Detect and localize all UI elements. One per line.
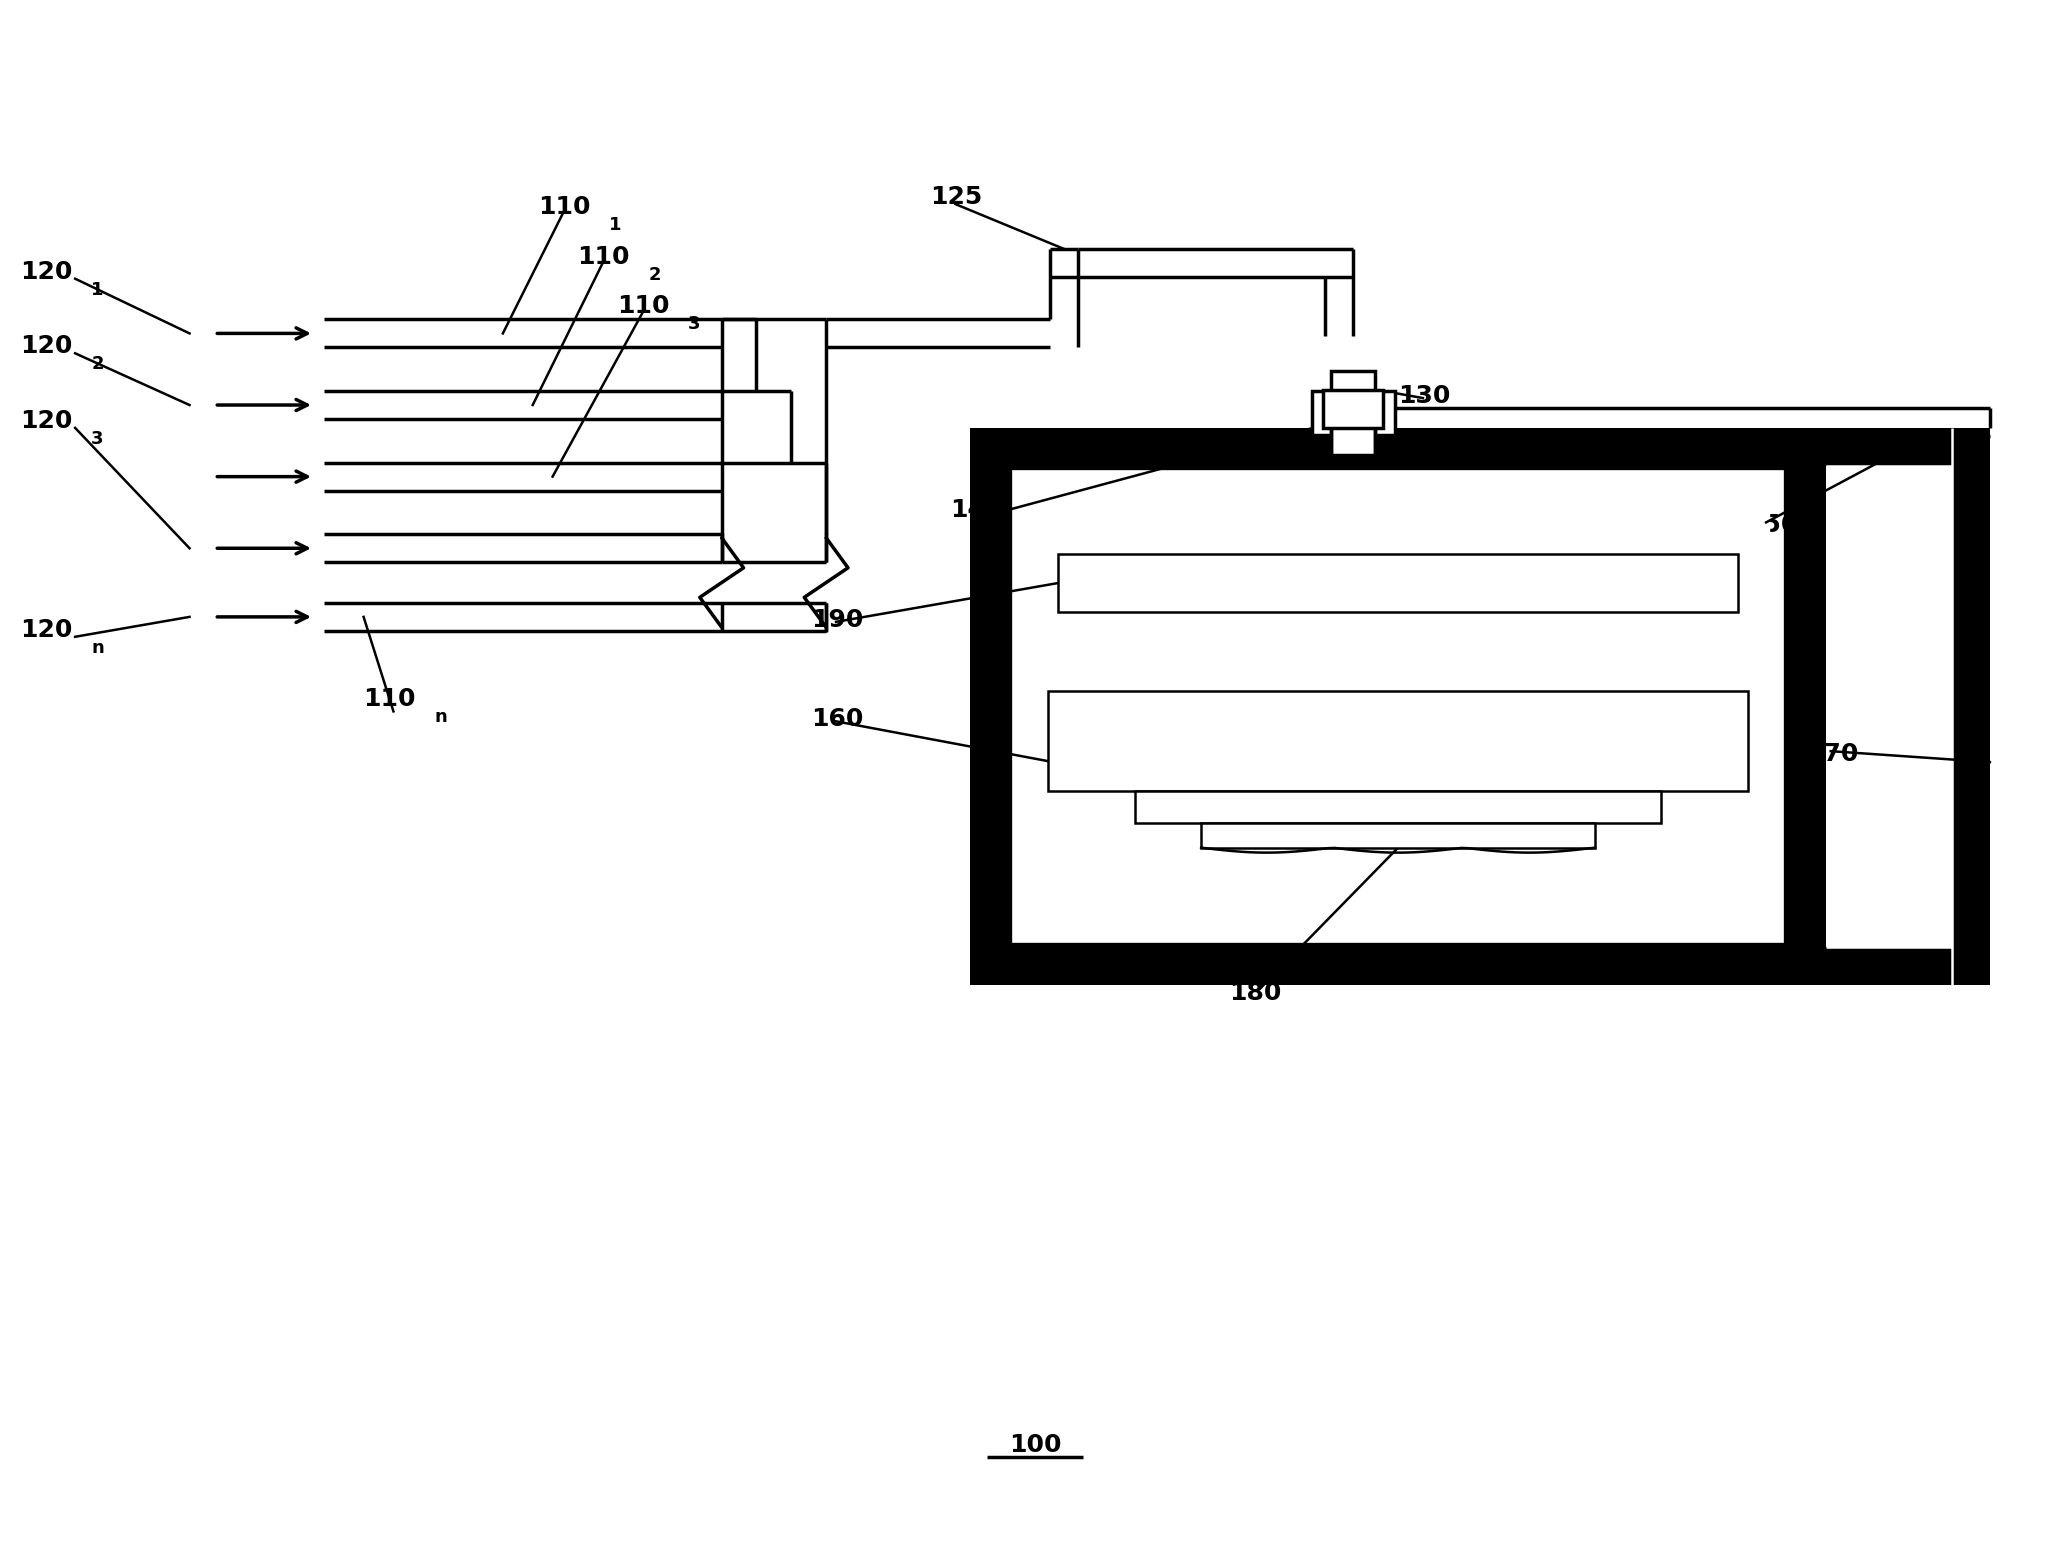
Text: 3: 3 xyxy=(91,429,104,448)
Text: 1: 1 xyxy=(609,216,621,233)
Bar xyxy=(1827,428,1990,465)
Text: 100: 100 xyxy=(1009,1433,1060,1458)
Bar xyxy=(971,428,1009,985)
Bar xyxy=(1027,485,1769,927)
Text: 125: 125 xyxy=(930,185,984,210)
Bar xyxy=(1953,428,1990,985)
Bar xyxy=(1311,392,1396,435)
Text: 120: 120 xyxy=(21,334,72,359)
Text: 120: 120 xyxy=(21,260,72,283)
Bar xyxy=(971,947,1827,985)
Text: 110: 110 xyxy=(364,687,416,711)
Bar xyxy=(1323,390,1383,428)
Text: 160: 160 xyxy=(812,708,864,731)
Text: 3: 3 xyxy=(688,315,700,334)
Text: 120: 120 xyxy=(21,409,72,432)
Bar xyxy=(1787,428,1827,985)
Text: 180: 180 xyxy=(1228,980,1282,1005)
Text: 110: 110 xyxy=(538,196,590,219)
Text: 2: 2 xyxy=(648,266,661,283)
Text: 190: 190 xyxy=(812,608,864,631)
Bar xyxy=(1201,822,1595,847)
Text: 110: 110 xyxy=(617,294,669,318)
Bar xyxy=(1048,692,1748,791)
Bar xyxy=(1332,371,1375,454)
Text: n: n xyxy=(91,639,104,656)
Text: n: n xyxy=(435,708,447,727)
Text: 150: 150 xyxy=(1746,514,1798,537)
Bar xyxy=(1009,465,1787,947)
Text: 1: 1 xyxy=(91,280,104,299)
Bar xyxy=(1135,791,1661,822)
Text: 130: 130 xyxy=(1398,384,1450,409)
Bar xyxy=(1058,554,1738,612)
Bar xyxy=(1827,465,1953,947)
Text: 170: 170 xyxy=(1806,742,1858,766)
Text: 110: 110 xyxy=(578,244,630,269)
Text: 2: 2 xyxy=(91,355,104,373)
Text: 120: 120 xyxy=(21,617,72,642)
Bar xyxy=(971,428,1827,465)
Bar xyxy=(1827,947,1990,985)
Text: 140: 140 xyxy=(951,498,1002,523)
